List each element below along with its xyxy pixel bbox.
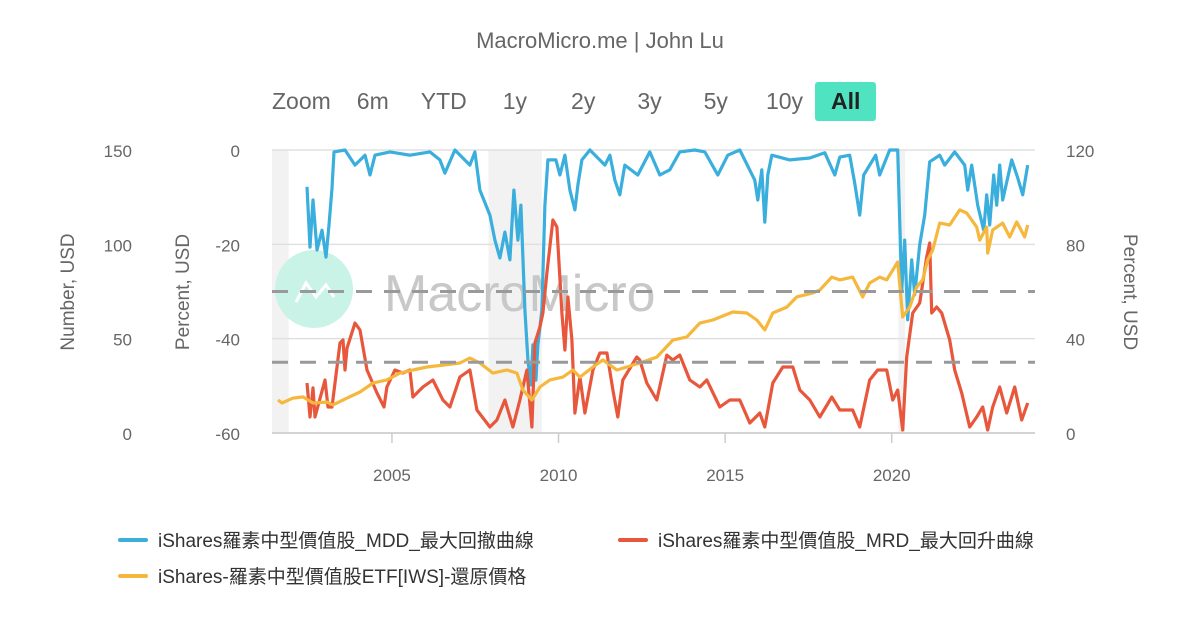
legend-item-mdd[interactable]: iShares羅素中型價值股_MDD_最大回撤曲線 (118, 526, 534, 553)
legend-label-mdd: iShares羅素中型價值股_MDD_最大回撤曲線 (158, 531, 534, 552)
legend-swatch-mdd (118, 537, 148, 542)
y-tick-percent-left: -60 (215, 425, 240, 444)
legend-swatch-mrd (618, 537, 648, 542)
legend-label-price: iShares-羅素中型價值股ETF[IWS]-還原價格 (158, 567, 527, 588)
y-axis-title-percent-right: Percent, USD (1119, 234, 1140, 350)
y-tick-percent-right: 120 (1066, 142, 1094, 161)
y-tick-number: 150 (104, 142, 132, 161)
legend-label-mrd: iShares羅素中型價值股_MRD_最大回升曲線 (658, 531, 1034, 552)
range-selector: Zoom 6m YTD 1y 2y 3y 5y 10y All (262, 80, 877, 122)
watermark-text: MacroMicro (384, 265, 656, 323)
y-tick-percent-left: -20 (215, 236, 240, 255)
y-axis-title-percent-left: Percent, USD (173, 234, 194, 350)
zoom-label: Zoom (272, 87, 331, 114)
x-tick-label: 2005 (373, 466, 411, 485)
range-button-10y[interactable]: 10y (765, 87, 804, 114)
range-button-5y[interactable]: 5y (703, 87, 728, 114)
y-tick-percent-left: -40 (215, 331, 240, 350)
series-price-line (277, 208, 1030, 407)
range-button-3y[interactable]: 3y (637, 87, 662, 114)
y-tick-percent-right: 40 (1066, 331, 1085, 350)
range-button-ytd[interactable]: YTD (420, 87, 467, 114)
legend-item-price[interactable]: iShares-羅素中型價值股ETF[IWS]-還原價格 (118, 562, 526, 589)
range-button-2y[interactable]: 2y (571, 87, 596, 114)
y-tick-percent-left: 0 (231, 142, 240, 161)
series-mdd-line (305, 148, 1030, 387)
y-tick-percent-right: 80 (1066, 236, 1085, 255)
y-axis-title-number: Number, USD (58, 233, 79, 350)
watermark-logo-icon (294, 280, 336, 303)
y-tick-number: 100 (104, 236, 132, 255)
legend-swatch-price (118, 573, 148, 578)
x-tick-label: 2020 (873, 466, 911, 485)
chart-title: MacroMicro.me | John Lu (476, 28, 724, 53)
range-button-1y[interactable]: 1y (502, 87, 528, 114)
x-tick-label: 2015 (706, 466, 744, 485)
y-tick-number: 0 (123, 425, 132, 444)
y-tick-number: 50 (113, 331, 132, 350)
legend-item-mrd[interactable]: iShares羅素中型價值股_MRD_最大回升曲線 (618, 526, 1034, 553)
y-tick-percent-right: 0 (1066, 425, 1075, 444)
range-button-all[interactable]: All (815, 81, 877, 121)
range-button-6m[interactable]: 6m (356, 87, 389, 114)
watermark-logo (275, 250, 353, 328)
x-tick-label: 2010 (540, 466, 578, 485)
